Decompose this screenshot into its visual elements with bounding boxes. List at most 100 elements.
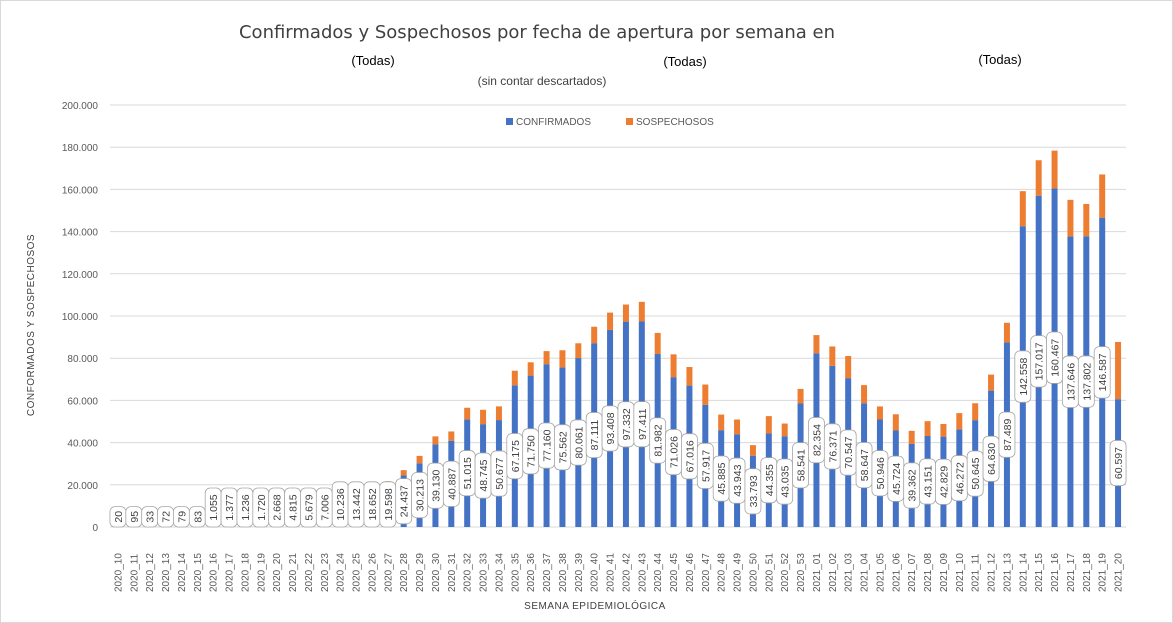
data-label: 30.213 xyxy=(411,472,428,519)
data-label-text: 81.982 xyxy=(653,424,665,456)
data-label-text: 10.236 xyxy=(335,488,347,520)
x-tick-label: 2020_17 xyxy=(225,553,236,592)
data-label: 39.130 xyxy=(427,462,444,509)
data-label: 93.408 xyxy=(601,405,619,452)
data-label: 97.332 xyxy=(617,401,635,448)
legend-label-sospechosos: SOSPECHOSOS xyxy=(636,117,714,128)
bar-sospechosos xyxy=(480,409,487,425)
data-label: 76.371 xyxy=(823,423,841,470)
x-tick-label: 2021_15 xyxy=(1034,553,1045,592)
data-label: 10.236 xyxy=(331,481,349,528)
data-label: 5.679 xyxy=(300,487,317,528)
data-label: 44.355 xyxy=(760,457,778,504)
data-label: 13.442 xyxy=(347,481,365,528)
bar-sospechosos xyxy=(765,416,772,434)
data-label: 70.547 xyxy=(839,429,857,476)
y-axis-title: CONFORMADOS Y SOSPECHOSOS xyxy=(26,234,37,416)
data-label-text: 146.587 xyxy=(1097,353,1109,391)
x-tick-label: 2020_18 xyxy=(240,553,251,592)
bar-sospechosos xyxy=(670,354,677,378)
data-label: 97.411 xyxy=(633,401,651,448)
x-axis-title: SEMANA EPIDEMIOLÓGICA xyxy=(524,599,666,612)
x-tick-label: 2021_05 xyxy=(875,553,886,592)
x-tick-label: 2021_06 xyxy=(891,553,902,592)
x-tick-label: 2020_25 xyxy=(352,553,363,592)
data-label-text: 95 xyxy=(129,511,141,523)
data-label-text: 5.679 xyxy=(303,494,315,520)
x-tick-label: 2020_49 xyxy=(733,553,744,592)
data-label: 7.006 xyxy=(315,487,333,528)
y-tick-label: 100.000 xyxy=(62,312,99,323)
data-label: 57.917 xyxy=(696,442,714,489)
x-tick-label: 2020_10 xyxy=(113,553,124,592)
data-label-text: 64.630 xyxy=(986,443,998,475)
bar-sospechosos xyxy=(781,423,788,437)
data-label-text: 67.016 xyxy=(684,440,696,472)
data-label-text: 77.160 xyxy=(542,429,554,461)
data-label: 64.630 xyxy=(982,435,1000,482)
data-label: 1.055 xyxy=(204,487,222,528)
data-label: 1.720 xyxy=(252,487,270,528)
data-label-text: 13.442 xyxy=(351,488,363,520)
bar-sospechosos xyxy=(940,423,947,437)
x-tick-label: 2021_08 xyxy=(923,553,934,592)
x-tick-label: 2021_11 xyxy=(971,553,982,592)
bar-sospechosos xyxy=(622,304,629,322)
x-tick-label: 2020_31 xyxy=(447,553,458,592)
y-tick-label: 160.000 xyxy=(62,185,99,196)
x-tick-label: 2020_27 xyxy=(383,553,394,592)
data-label-text: 20 xyxy=(113,511,125,523)
x-tick-label: 2021_13 xyxy=(1002,553,1013,592)
data-label-text: 87.489 xyxy=(1002,418,1014,450)
x-tick-label: 2020_16 xyxy=(209,553,220,592)
data-label-text: 44.355 xyxy=(764,464,776,496)
data-label: 1.377 xyxy=(220,487,238,528)
x-tick-label: 2020_43 xyxy=(637,553,648,592)
data-label: 50.645 xyxy=(966,450,984,497)
legend-swatch-confirmados xyxy=(506,118,513,125)
data-label-text: 76.371 xyxy=(827,430,839,462)
data-label: 77.160 xyxy=(538,422,555,469)
bar-sospechosos xyxy=(813,335,820,354)
data-label-text: 30.213 xyxy=(415,479,427,511)
y-tick-label: 180.000 xyxy=(62,143,99,154)
data-label-text: 75.562 xyxy=(557,431,569,463)
data-label-text: 82.354 xyxy=(811,424,823,456)
data-label-text: 58.647 xyxy=(859,449,871,481)
data-label-box xyxy=(1109,440,1127,487)
data-label: 50.946 xyxy=(871,450,889,497)
legend-label-confirmados: CONFIRMADOS xyxy=(516,117,591,128)
x-tick-label: 2021_03 xyxy=(844,553,855,592)
data-label-text: 19.598 xyxy=(383,488,395,520)
data-label-text: 1.720 xyxy=(256,494,268,520)
data-label: 19.598 xyxy=(379,481,397,528)
data-label-text: 7.006 xyxy=(319,494,331,520)
x-tick-label: 2021_20 xyxy=(1114,553,1125,592)
data-label-text: 97.332 xyxy=(621,408,633,440)
data-label-text: 24.437 xyxy=(399,485,411,517)
data-label: 45.885 xyxy=(712,455,730,502)
x-tick-label: 2020_14 xyxy=(177,553,188,592)
data-label-text: 1.236 xyxy=(240,494,252,520)
data-label-text: 50.645 xyxy=(970,457,982,489)
data-labels: 20 95 33 72 79 83 1.055 1.377 1.236 1.720 2.668 4.8… xyxy=(109,331,1127,528)
x-tick-label: 2021_17 xyxy=(1066,553,1077,592)
bar-sospechosos xyxy=(734,419,741,435)
data-label: 50.677 xyxy=(490,450,508,497)
bar-sospechosos xyxy=(1003,322,1010,343)
data-label: 33.793 xyxy=(744,468,762,515)
bar-sospechosos xyxy=(988,374,995,391)
bar-sospechosos xyxy=(591,326,598,344)
x-tick-label: 2020_53 xyxy=(796,553,807,592)
filter-label-2: (Todas) xyxy=(663,54,706,69)
data-label-text: 40.887 xyxy=(446,468,458,500)
data-label: 46.272 xyxy=(950,455,968,502)
data-label-text: 67.175 xyxy=(510,440,522,472)
data-label-box xyxy=(1046,331,1063,384)
data-label-text: 93.408 xyxy=(605,412,617,444)
data-label: 1.236 xyxy=(236,487,254,528)
data-label: 80.061 xyxy=(569,419,587,466)
data-label: 71.750 xyxy=(522,428,540,475)
x-tick-label: 2020_38 xyxy=(558,553,569,592)
chart-title: Confirmados y Sospechosos por fecha de a… xyxy=(239,22,835,43)
